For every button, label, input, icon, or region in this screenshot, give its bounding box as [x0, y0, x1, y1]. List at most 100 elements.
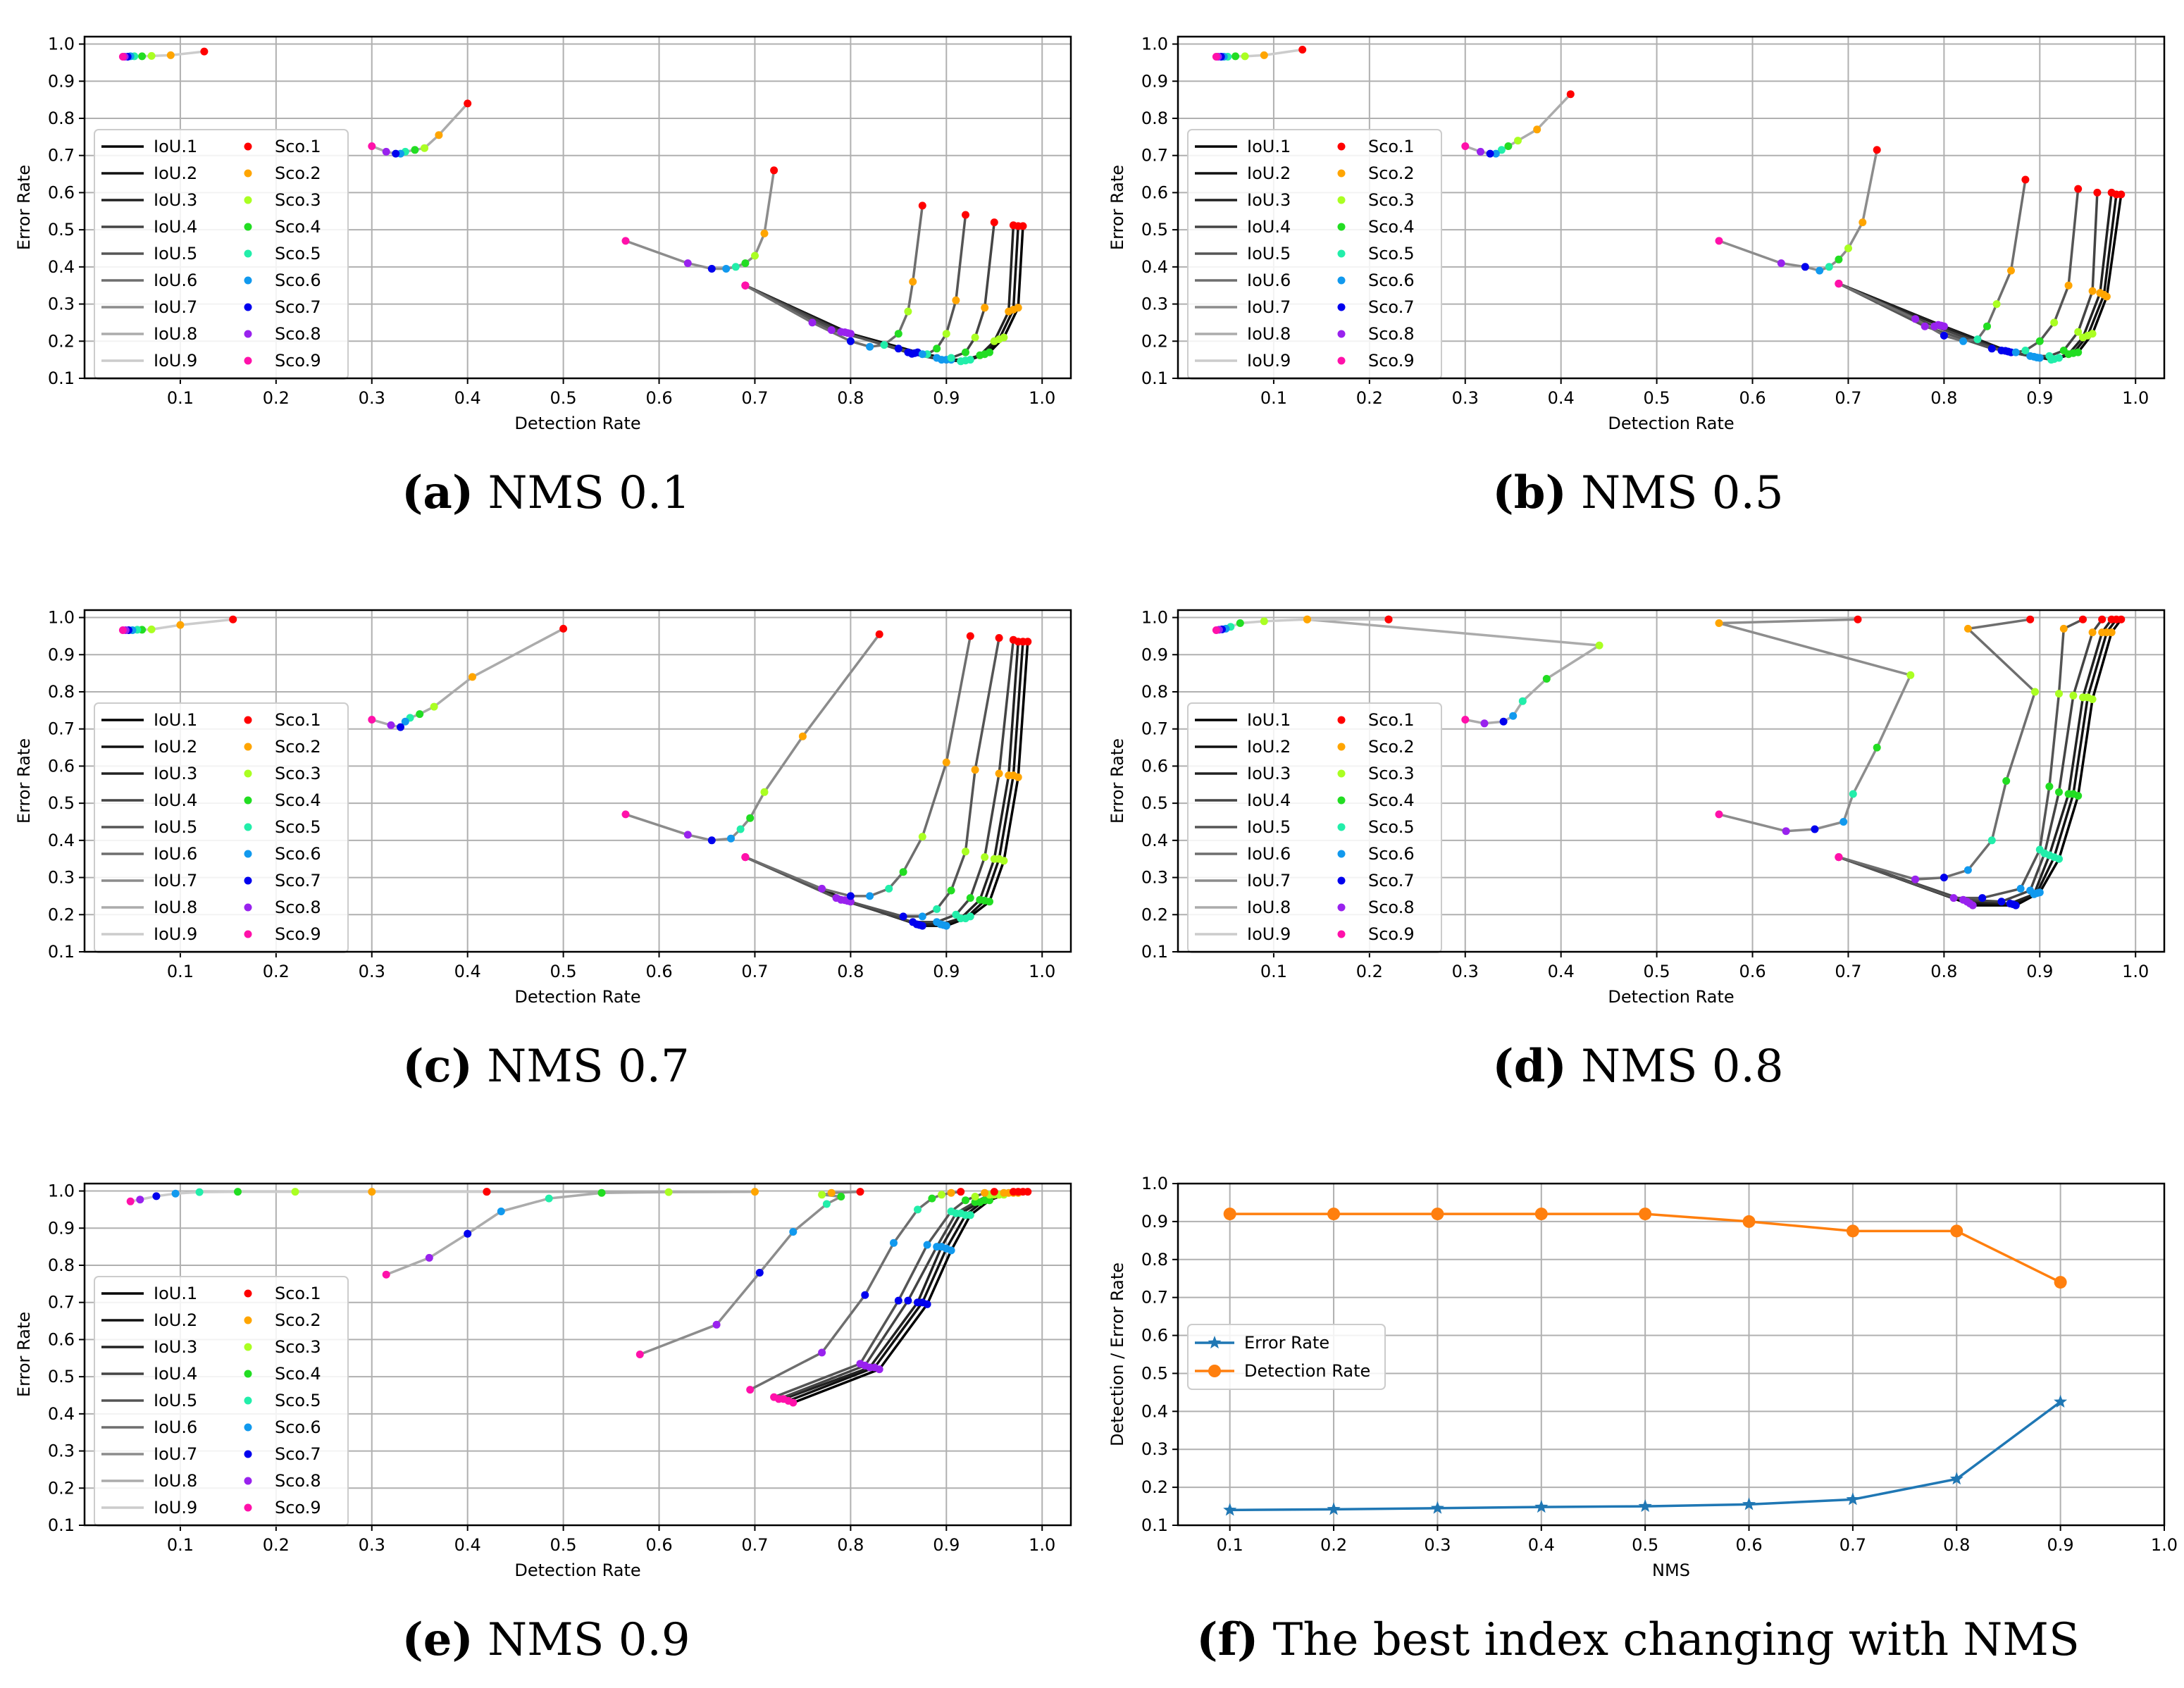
data-point-Sco.4 — [976, 351, 984, 359]
x-axis-label: Detection Rate — [514, 414, 640, 433]
data-point-Sco.7 — [392, 149, 400, 158]
legend-label: Sco.8 — [1368, 898, 1415, 917]
caption-a-text: NMS 0.1 — [488, 467, 690, 519]
x-tick-label: 1.0 — [2151, 1535, 2178, 1555]
data-point-Sco.7 — [397, 723, 404, 731]
data-point-Sco.1 — [957, 1188, 965, 1196]
data-point-Sco.6 — [923, 1241, 931, 1249]
data-point-Sco.6 — [1839, 818, 1848, 826]
y-tick-label: 0.5 — [48, 220, 75, 240]
x-tick-label: 0.8 — [837, 1535, 864, 1555]
data-point-Sco.1 — [1873, 146, 1881, 154]
data-point-Sco.4 — [976, 895, 984, 904]
caption-c-letter: (c) — [402, 1040, 473, 1093]
legend-dot-swatch — [244, 356, 252, 365]
axes-frame — [1177, 609, 2166, 953]
data-point-Sco.9 — [621, 810, 630, 819]
legend-label: IoU.9 — [154, 1498, 197, 1518]
data-point-Sco.2 — [995, 769, 1003, 778]
data-point-Sco.6 — [727, 834, 735, 843]
data-point-Sco.2 — [2059, 624, 2068, 633]
data-point-Sco.8 — [1911, 315, 1920, 323]
data-point-Sco.7 — [464, 1229, 472, 1238]
y-tick-label: 0.8 — [1141, 108, 1168, 128]
data-point-Sco.2 — [2088, 628, 2097, 637]
data-point-Sco.2 — [1000, 1189, 1008, 1197]
y-tick-label: 0.6 — [1141, 182, 1168, 202]
data-point-Sco.1 — [1009, 1188, 1017, 1196]
data-point-Sco.5 — [1973, 335, 1982, 344]
legend-dot-swatch — [1337, 930, 1346, 938]
data-point-Sco.7 — [2006, 900, 2014, 907]
y-axis-label: Error Rate — [14, 1312, 34, 1397]
legend-marker — [1208, 1336, 1222, 1349]
data-point-Sco.7 — [1987, 345, 1996, 353]
y-axis-label: Error Rate — [14, 165, 34, 250]
legend-label: IoU.6 — [154, 844, 197, 864]
data-point-Sco.5 — [736, 825, 745, 833]
y-tick-label: 0.4 — [1141, 1401, 1168, 1421]
x-tick-label: 1.0 — [1029, 388, 1055, 408]
y-tick-label: 0.6 — [1141, 756, 1168, 776]
data-point-Sco.7 — [755, 1269, 764, 1277]
legend-dot-swatch — [1337, 169, 1346, 178]
x-tick-label: 0.8 — [837, 388, 864, 408]
data-point-Sco.8 — [1911, 875, 1920, 883]
legend-label: IoU.1 — [154, 1284, 197, 1303]
data-point-Sco.1 — [918, 201, 926, 210]
data-point-Sco.2 — [798, 732, 807, 740]
data-point-Sco.9 — [382, 1270, 390, 1279]
x-tick-label: 0.6 — [645, 388, 672, 408]
data-point-Sco.5 — [1825, 263, 1833, 271]
data-point-Sco.1 — [966, 632, 974, 640]
legend-label: Sco.2 — [275, 1310, 321, 1330]
legend-label: IoU.4 — [154, 790, 197, 810]
y-tick-label: 0.9 — [1141, 1212, 1168, 1231]
data-point-Sco.9 — [1461, 142, 1470, 150]
data-point-Sco.9 — [741, 281, 750, 290]
data-point — [1742, 1215, 1756, 1228]
data-point-Sco.3 — [147, 625, 156, 633]
data-point-Sco.8 — [1930, 322, 1939, 330]
x-tick-label: 0.3 — [359, 962, 385, 981]
legend-label: IoU.2 — [154, 1310, 197, 1330]
x-tick-label: 0.4 — [454, 1535, 481, 1555]
legend-label: IoU.4 — [154, 1364, 197, 1384]
data-point-Sco.7 — [1978, 894, 1987, 902]
data-point — [1430, 1501, 1444, 1514]
data-point-Sco.4 — [962, 348, 969, 356]
legend-dot-swatch — [1337, 876, 1346, 885]
data-point-Sco.1 — [1566, 90, 1575, 99]
legend-dot-swatch — [244, 796, 252, 805]
data-point-Sco.3 — [971, 333, 979, 342]
axes-frame — [83, 1182, 1072, 1527]
x-tick-label: 0.6 — [645, 962, 672, 981]
x-tick-label: 0.4 — [454, 962, 481, 981]
x-tick-label: 0.9 — [2047, 1535, 2074, 1555]
x-tick-label: 0.8 — [837, 962, 864, 981]
x-tick-label: 0.2 — [263, 388, 290, 408]
x-tick-label: 0.4 — [1548, 962, 1575, 981]
data-point-Sco.5 — [195, 1188, 204, 1196]
x-tick-label: 0.6 — [645, 1535, 672, 1555]
data-point-Sco.7 — [1486, 149, 1494, 158]
data-point-Sco.3 — [2074, 328, 2083, 336]
data-point-Sco.1 — [559, 624, 568, 633]
data-point-Sco.2 — [176, 621, 185, 629]
data-point-Sco.6 — [1509, 712, 1518, 720]
legend-label: Sco.5 — [275, 244, 321, 263]
legend-dot-swatch — [244, 223, 252, 231]
legend-label: IoU.4 — [1247, 217, 1291, 237]
legend-label: Sco.9 — [275, 1498, 321, 1518]
data-point-Sco.2 — [368, 1188, 376, 1196]
legend-label: Sco.4 — [275, 1364, 321, 1384]
x-tick-label: 0.3 — [1452, 962, 1479, 981]
legend-dot-swatch — [244, 930, 252, 938]
legend-label: Sco.6 — [275, 271, 321, 290]
legend-dot-swatch — [1337, 330, 1346, 338]
data-point-Sco.2 — [952, 296, 960, 304]
y-tick-label: 0.3 — [48, 868, 75, 888]
caption-b-text: NMS 0.5 — [1581, 467, 1784, 519]
data-point-Sco.4 — [1236, 619, 1244, 627]
y-tick-label: 0.8 — [48, 1255, 75, 1275]
